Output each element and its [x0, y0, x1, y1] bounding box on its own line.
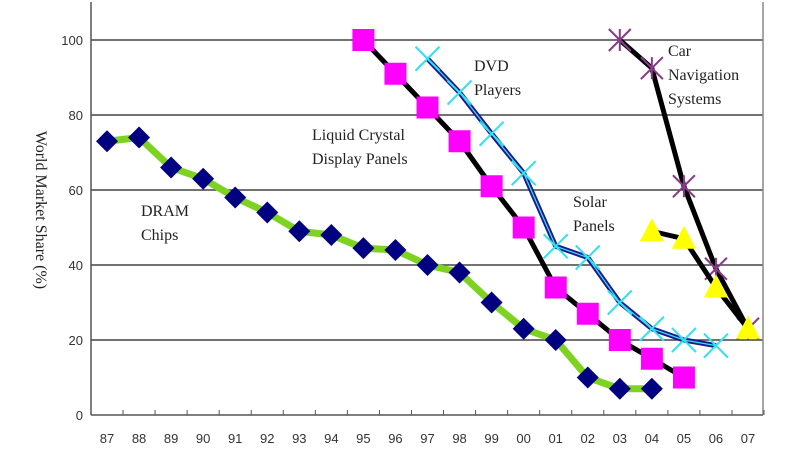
data-point-diamond [608, 377, 631, 400]
data-point-x [478, 121, 505, 147]
data-point-square [608, 329, 631, 351]
y-tick-label: 100 [61, 33, 83, 48]
x-tick-label: 05 [677, 431, 691, 446]
data-point-square [544, 276, 567, 299]
series-car-navigation-systems [608, 28, 760, 341]
x-tick-label: 04 [645, 431, 659, 446]
data-point-asterisk [672, 174, 696, 198]
data-point-diamond [384, 239, 407, 261]
series-line [106, 134, 652, 393]
x-tick-label: 97 [420, 431, 434, 446]
series-dvd-players [414, 46, 729, 359]
data-point-triangle [736, 315, 760, 339]
data-point-square [576, 302, 599, 325]
series-liquid-crystal-display-panels [352, 29, 695, 389]
annotations: DRAM Chips Liquid Crystal Display Panels DVD… [141, 43, 739, 244]
data-point-diamond [416, 254, 439, 276]
data-point-square [512, 216, 535, 239]
data-point-square [352, 29, 375, 51]
series-label: Solar [573, 194, 607, 211]
x-tick-label: 94 [324, 431, 338, 446]
series-label: Panels [573, 218, 615, 235]
series-label: Players [474, 82, 521, 99]
x-tick-label: 06 [709, 431, 723, 446]
series-label: Car [668, 43, 692, 60]
x-tick-label: 90 [196, 431, 210, 446]
y-tick-label: 60 [69, 183, 83, 198]
x-tick-label: 96 [388, 431, 402, 446]
y-axis-label: World Market Share (%) [32, 131, 49, 289]
series-label: Navigation [668, 67, 739, 84]
x-tick-label: 95 [356, 431, 370, 446]
data-point-diamond [576, 366, 599, 389]
x-tick-label: 02 [581, 431, 595, 446]
data-point-x [510, 160, 537, 186]
data-point-asterisk [608, 28, 632, 52]
data-point-diamond [288, 220, 311, 243]
data-point-diamond [480, 291, 503, 314]
x-tick-label: 93 [292, 431, 306, 446]
series-label: DRAM [141, 203, 189, 220]
series-solar-panels [639, 218, 760, 339]
x-tick-label: 07 [741, 431, 755, 446]
data-point-diamond [544, 329, 567, 351]
data-point-asterisk [640, 56, 664, 80]
data-point-square [384, 62, 407, 85]
data-point-square [448, 130, 471, 153]
data-point-diamond [128, 126, 151, 149]
data-point-diamond [192, 167, 215, 190]
data-point-diamond [224, 186, 247, 209]
data-point-diamond [320, 224, 343, 246]
series-label: Display Panels [312, 151, 408, 168]
data-point-diamond [160, 156, 183, 179]
data-point-x [542, 233, 569, 259]
series-label: Chips [141, 227, 178, 244]
data-point-x [575, 244, 601, 271]
data-point-x [446, 79, 473, 106]
y-tick-label: 0 [76, 408, 83, 423]
y-tick-label: 40 [69, 258, 83, 273]
data-point-diamond [640, 377, 663, 400]
series-label: DVD [474, 58, 509, 75]
x-tick-label: 99 [484, 431, 498, 446]
x-tick-label: 91 [228, 431, 242, 446]
y-tick-label: 80 [69, 108, 83, 123]
x-tick-label: 88 [132, 431, 146, 446]
data-point-x [414, 46, 441, 72]
data-point-square [672, 366, 695, 389]
data-point-x [671, 327, 697, 353]
data-point-square [416, 96, 439, 119]
y-tick-label: 20 [69, 333, 83, 348]
data-point-square [480, 175, 503, 198]
x-tick-label: 89 [164, 431, 178, 446]
x-tick-label: 03 [613, 431, 627, 446]
series-label: Liquid Crystal [312, 127, 405, 144]
data-point-triangle [703, 274, 728, 298]
data-point-square [640, 347, 663, 370]
data-point-diamond [512, 317, 535, 340]
data-point-x [703, 332, 729, 359]
data-point-diamond [448, 261, 471, 284]
x-tick-label: 00 [516, 431, 530, 446]
series-label: Systems [668, 91, 721, 108]
x-tick-label: 01 [548, 431, 562, 446]
series-line [651, 228, 750, 331]
x-tick-label: 92 [260, 431, 274, 446]
data-point-triangle [639, 218, 664, 242]
x-tick-label: 87 [100, 431, 114, 446]
data-point-diamond [352, 237, 375, 260]
data-point-triangle [671, 225, 696, 249]
series-line-highlight [427, 58, 717, 347]
series-dram-chips [96, 126, 663, 400]
data-point-x [607, 289, 633, 316]
series-group [96, 28, 760, 400]
data-point-diamond [96, 130, 118, 153]
x-tick-label: 98 [452, 431, 466, 446]
data-point-diamond [256, 201, 279, 224]
gridlines [91, 39, 763, 341]
data-point-x [639, 316, 665, 342]
